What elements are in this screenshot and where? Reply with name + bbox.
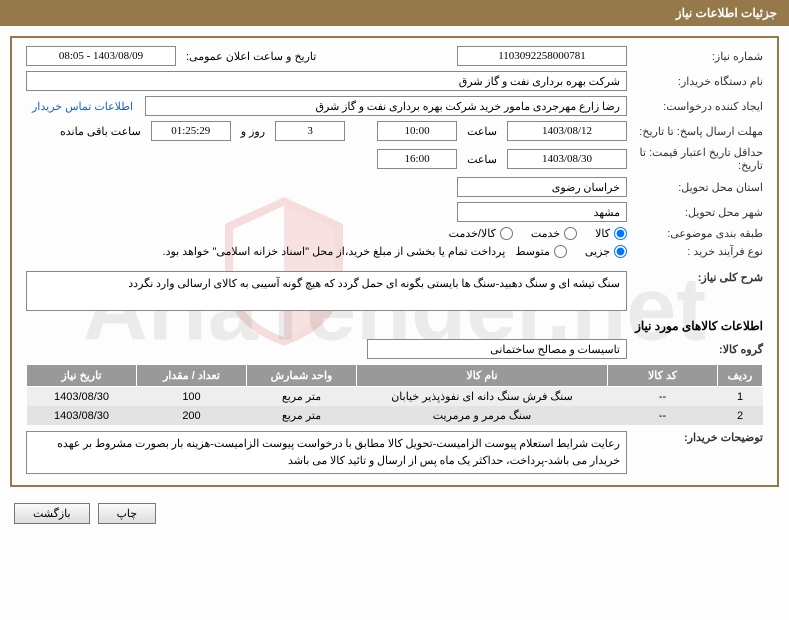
city-label: شهر محل تحویل: xyxy=(633,206,763,219)
province-label: استان محل تحویل: xyxy=(633,181,763,194)
process-note: پرداخت تمام یا بخشی از مبلغ خرید،از محل … xyxy=(26,245,509,258)
panel-header: جزئیات اطلاعات نیاز xyxy=(0,0,789,26)
days-remaining-field xyxy=(275,121,345,141)
table-header: واحد شمارش xyxy=(247,365,357,387)
table-cell: متر مربع xyxy=(247,406,357,425)
deadline-date-field xyxy=(507,121,627,141)
table-row: 2--سنگ مرمر و مرمریتمتر مربع2001403/08/3… xyxy=(27,406,763,425)
requester-field xyxy=(145,96,627,116)
table-cell: -- xyxy=(608,406,718,425)
desc-label: شرح کلی نیاز: xyxy=(633,271,763,284)
province-field xyxy=(457,177,627,197)
buyer-org-label: نام دستگاه خریدار: xyxy=(633,75,763,88)
need-number-field xyxy=(457,46,627,66)
back-button[interactable]: بازگشت xyxy=(14,503,90,524)
buyer-notes-label: توضیحات خریدار: xyxy=(633,431,763,444)
need-number-label: شماره نیاز: xyxy=(633,50,763,63)
announce-field xyxy=(26,46,176,66)
table-header: کد کالا xyxy=(608,365,718,387)
table-cell: 200 xyxy=(137,406,247,425)
radio-service-label: خدمت xyxy=(531,227,560,240)
goods-section-title: اطلاعات کالاهای مورد نیاز xyxy=(26,319,763,333)
table-cell: 1403/08/30 xyxy=(27,387,137,407)
deadline-time-field xyxy=(377,121,457,141)
remaining-label: ساعت باقی مانده xyxy=(56,125,145,138)
details-panel: شماره نیاز: تاریخ و ساعت اعلان عمومی: نا… xyxy=(10,36,779,487)
table-header: تاریخ نیاز xyxy=(27,365,137,387)
goods-table: ردیفکد کالانام کالاواحد شمارشتعداد / مقد… xyxy=(26,364,763,425)
table-cell: سنگ فرش سنگ دانه ای نفوذپذیر خیابان xyxy=(357,387,608,407)
radio-medium[interactable] xyxy=(554,245,567,258)
announce-label: تاریخ و ساعت اعلان عمومی: xyxy=(182,50,320,63)
radio-both-label: کالا/خدمت xyxy=(449,227,496,240)
radio-medium-label: متوسط xyxy=(515,245,550,258)
time-label-1: ساعت xyxy=(463,125,501,138)
city-field xyxy=(457,202,627,222)
category-radio-group: کالا خدمت کالا/خدمت xyxy=(449,227,627,240)
print-button[interactable]: چاپ xyxy=(98,503,157,524)
group-field xyxy=(367,339,627,359)
buyer-notes-text: رعایت شرایط استعلام پیوست الزامیست-تحویل… xyxy=(26,431,627,474)
radio-goods[interactable] xyxy=(614,227,627,240)
radio-both[interactable] xyxy=(500,227,513,240)
table-header: ردیف xyxy=(718,365,763,387)
table-row: 1--سنگ فرش سنگ دانه ای نفوذپذیر خیابانمت… xyxy=(27,387,763,407)
table-cell: -- xyxy=(608,387,718,407)
countdown-field xyxy=(151,121,231,141)
table-cell: سنگ مرمر و مرمریت xyxy=(357,406,608,425)
group-label: گروه کالا: xyxy=(633,343,763,356)
radio-service[interactable] xyxy=(564,227,577,240)
radio-goods-label: کالا xyxy=(595,227,610,240)
desc-text: سنگ تیشه ای و سنگ دهبید-سنگ ها بایستی بگ… xyxy=(26,271,627,311)
radio-minor[interactable] xyxy=(614,245,627,258)
days-label: روز و xyxy=(237,125,269,138)
requester-label: ایجاد کننده درخواست: xyxy=(633,100,763,113)
time-label-2: ساعت xyxy=(463,153,501,166)
process-label: نوع فرآیند خرید : xyxy=(633,245,763,258)
table-header: تعداد / مقدار xyxy=(137,365,247,387)
deadline-label: مهلت ارسال پاسخ: تا تاریخ: xyxy=(633,125,763,138)
process-radio-group: جزیی متوسط xyxy=(515,245,627,258)
table-header: نام کالا xyxy=(357,365,608,387)
buyer-org-field xyxy=(26,71,627,91)
table-cell: 1403/08/30 xyxy=(27,406,137,425)
buyer-contact-link[interactable]: اطلاعات تماس خریدار xyxy=(26,100,139,113)
table-cell: 2 xyxy=(718,406,763,425)
table-cell: متر مربع xyxy=(247,387,357,407)
validity-date-field xyxy=(507,149,627,169)
validity-time-field xyxy=(377,149,457,169)
table-cell: 1 xyxy=(718,387,763,407)
radio-minor-label: جزیی xyxy=(585,245,610,258)
validity-label: حداقل تاریخ اعتبار قیمت: تا تاریخ: xyxy=(633,146,763,172)
table-cell: 100 xyxy=(137,387,247,407)
category-label: طبقه بندی موضوعی: xyxy=(633,227,763,240)
